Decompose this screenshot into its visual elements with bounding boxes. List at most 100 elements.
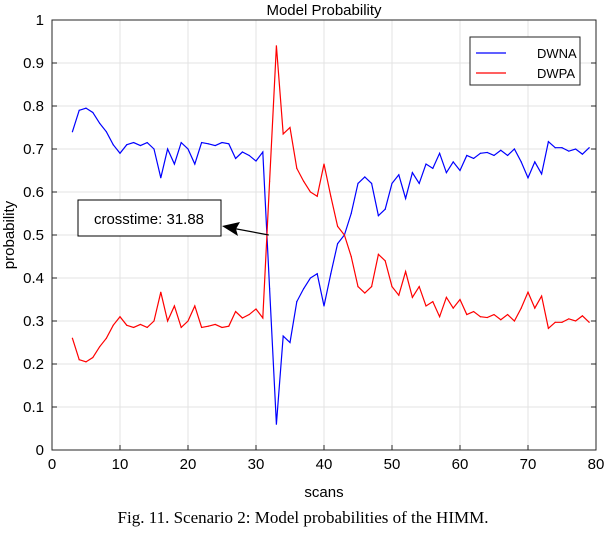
data-point-dwna — [289, 341, 291, 344]
data-point-dwna — [581, 153, 584, 155]
data-point-dwna — [507, 154, 509, 157]
data-point-dwpa — [575, 320, 577, 322]
data-point-dwpa — [275, 45, 277, 47]
data-point-dwna — [221, 141, 223, 144]
data-point-dwpa — [167, 320, 169, 322]
data-point-dwpa — [323, 163, 325, 165]
data-point-dwna — [561, 147, 563, 149]
y-tick-label: 0.4 — [23, 270, 44, 287]
data-point-dwna — [201, 141, 203, 144]
data-point-dwna — [384, 208, 386, 210]
data-point-dwpa — [534, 307, 536, 309]
y-tick-label: 0.8 — [23, 98, 44, 115]
data-point-dwna — [547, 141, 550, 143]
data-point-dwpa — [160, 291, 162, 293]
data-point-dwna — [207, 143, 209, 145]
data-point-dwpa — [330, 195, 332, 197]
data-point-dwpa — [133, 326, 135, 329]
legend: DWNA DWPA — [469, 36, 581, 86]
data-point-dwpa — [99, 346, 101, 348]
y-tick-label: 1 — [36, 12, 44, 29]
data-point-dwna — [126, 144, 128, 146]
data-point-dwna — [309, 277, 311, 279]
data-point-dwna — [391, 182, 393, 184]
data-point-dwpa — [119, 316, 121, 318]
data-point-dwpa — [432, 301, 434, 303]
x-tick-label: 70 — [520, 456, 537, 473]
y-axis-label: probability — [1, 200, 18, 269]
data-point-dwna — [473, 157, 475, 160]
data-point-dwpa — [296, 167, 298, 169]
data-point-dwpa — [71, 337, 73, 339]
data-point-dwpa — [235, 310, 237, 313]
data-point-dwpa — [547, 327, 550, 329]
data-point-dwpa — [581, 315, 584, 317]
data-point-dwpa — [173, 305, 175, 307]
chart-title: Model Probability — [266, 2, 382, 19]
y-tick-label: 0.7 — [23, 141, 44, 158]
data-point-dwna — [133, 141, 135, 144]
data-point-dwna — [337, 243, 339, 245]
data-point-dwna — [194, 163, 196, 165]
data-point-dwna — [405, 197, 407, 200]
data-point-dwna — [85, 107, 87, 109]
y-tick-label: 0.9 — [23, 55, 44, 72]
data-point-dwna — [296, 301, 298, 303]
data-point-dwna — [377, 215, 379, 217]
data-point-dwpa — [139, 323, 141, 326]
data-point-dwna — [235, 157, 237, 160]
data-point-dwna — [275, 423, 277, 425]
x-tick-label: 80 — [588, 456, 605, 473]
data-point-dwpa — [588, 321, 590, 323]
data-point-dwpa — [350, 255, 352, 258]
annotation-text: crosstime: 31.88 — [94, 211, 204, 228]
data-point-dwna — [534, 161, 536, 163]
data-point-dwpa — [241, 317, 243, 319]
data-point-dwna — [262, 151, 264, 153]
data-point-dwna — [541, 173, 543, 175]
data-point-dwna — [371, 182, 373, 184]
data-point-dwpa — [452, 307, 454, 309]
data-point-dwna — [71, 131, 73, 133]
data-point-dwpa — [391, 286, 393, 288]
data-point-dwpa — [439, 316, 441, 318]
data-point-dwna — [92, 111, 94, 114]
series-line-dwna — [71, 107, 590, 425]
x-tick-label: 10 — [112, 456, 129, 473]
x-tick-label: 50 — [384, 456, 401, 473]
data-point-dwpa — [561, 321, 563, 323]
data-point-dwpa — [425, 305, 427, 307]
x-tick-label: 0 — [48, 456, 56, 473]
data-point-dwpa — [445, 296, 447, 298]
data-point-dwpa — [289, 126, 291, 129]
data-point-dwpa — [357, 286, 359, 288]
annotation-box — [77, 199, 222, 237]
data-point-dwpa — [513, 320, 516, 322]
data-point-dwpa — [527, 291, 529, 293]
data-point-dwpa — [343, 234, 345, 236]
data-point-dwna — [146, 141, 148, 144]
data-point-dwna — [105, 131, 107, 133]
data-point-dwna — [520, 161, 522, 163]
data-point-dwna — [357, 182, 359, 184]
data-point-dwpa — [221, 326, 223, 329]
data-point-dwna — [459, 169, 461, 172]
data-point-dwpa — [493, 313, 495, 316]
data-point-dwna — [228, 143, 230, 145]
data-point-dwna — [99, 122, 101, 124]
data-point-dwpa — [255, 308, 257, 310]
data-point-dwpa — [459, 298, 461, 301]
data-point-dwpa — [364, 292, 366, 294]
data-point-dwna — [411, 172, 413, 174]
data-point-dwna — [255, 160, 257, 162]
data-point-dwpa — [384, 260, 386, 262]
data-point-dwpa — [371, 286, 373, 288]
data-point-dwpa — [282, 133, 284, 135]
data-point-dwna — [418, 182, 420, 184]
data-point-dwna — [486, 151, 488, 154]
y-tick-label: 0 — [36, 442, 44, 459]
data-point-dwna — [588, 147, 590, 149]
data-point-dwpa — [337, 225, 339, 227]
legend-label-dwna: DWNA — [537, 46, 577, 61]
data-point-dwna — [425, 163, 427, 165]
